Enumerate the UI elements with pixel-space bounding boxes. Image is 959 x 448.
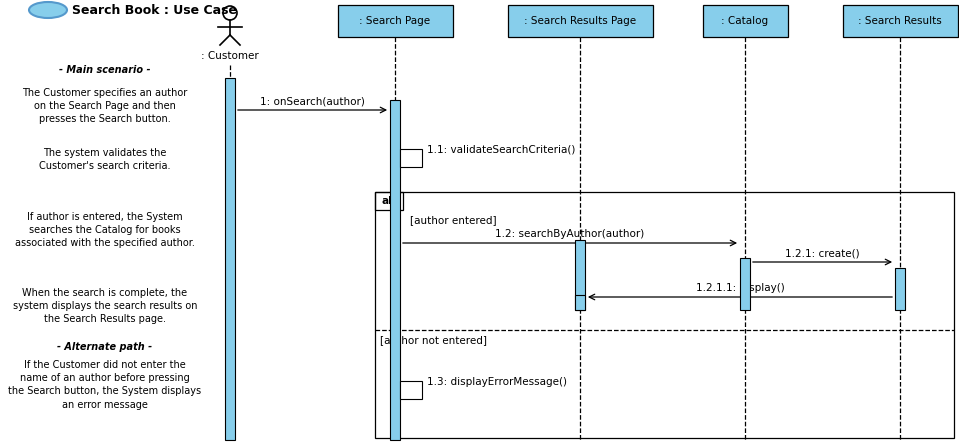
Text: [author entered]: [author entered] [410,215,497,225]
Text: : Customer: : Customer [201,51,259,61]
Bar [338,5,453,37]
Text: 1: onSearch(author): 1: onSearch(author) [260,96,365,106]
Text: 1.2.1.1: display(): 1.2.1.1: display() [695,283,784,293]
Text: 1.2: searchByAuthor(author): 1.2: searchByAuthor(author) [496,229,644,239]
Ellipse shape [29,2,67,18]
Text: : Catalog: : Catalog [721,16,768,26]
Text: If author is entered, the System
searches the Catalog for books
associated with : If author is entered, the System searche… [15,212,195,248]
Text: : Search Results: : Search Results [858,16,942,26]
Text: [author not entered]: [author not entered] [380,335,487,345]
Text: alt: alt [381,196,397,206]
Bar [375,192,954,438]
Text: 1.1: validateSearchCriteria(): 1.1: validateSearchCriteria() [427,145,575,155]
Bar [843,5,957,37]
Bar [575,295,585,310]
Text: 1.2.1: create(): 1.2.1: create() [785,248,860,258]
Bar [390,100,400,440]
Bar [575,240,585,310]
Bar [703,5,787,37]
Text: The system validates the
Customer's search criteria.: The system validates the Customer's sear… [39,148,171,171]
Bar [400,149,422,167]
Bar [507,5,652,37]
Text: If the Customer did not enter the
name of an author before pressing
the Search b: If the Customer did not enter the name o… [9,360,201,409]
Bar [740,258,750,310]
Bar [895,268,905,310]
Text: When the search is complete, the
system displays the search results on
the Searc: When the search is complete, the system … [12,288,198,324]
Text: - Main scenario -: - Main scenario - [59,65,151,75]
Bar [400,381,422,399]
Text: Search Book : Use Case: Search Book : Use Case [72,4,237,17]
Text: 1.3: displayErrorMessage(): 1.3: displayErrorMessage() [427,377,567,387]
Bar [225,78,235,440]
Text: - Alternate path -: - Alternate path - [58,342,152,352]
Text: : Search Results Page: : Search Results Page [524,16,636,26]
Text: The Customer specifies an author
on the Search Page and then
presses the Search : The Customer specifies an author on the … [22,88,188,125]
Text: : Search Page: : Search Page [360,16,431,26]
Bar [375,192,403,210]
